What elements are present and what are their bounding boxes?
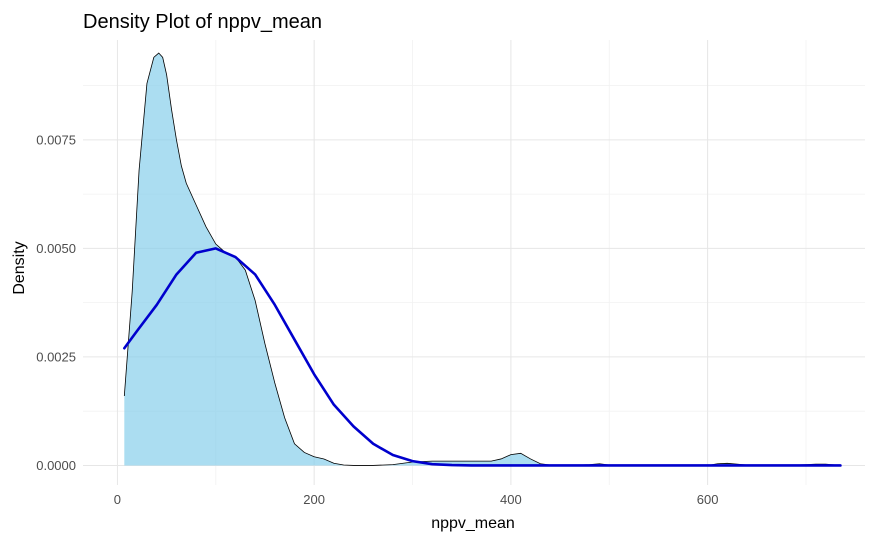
x-axis-ticks: 0 200 400 600	[114, 492, 719, 507]
density-area	[124, 53, 841, 466]
normal-curve-line	[123, 247, 842, 467]
chart-title: Density Plot of nppv_mean	[83, 11, 322, 33]
y-tick-label: 0.0025	[36, 349, 76, 364]
x-tick-label: 200	[303, 492, 325, 507]
y-tick-label: 0.0050	[36, 241, 76, 256]
y-axis-title: Density	[11, 241, 28, 294]
y-tick-label: 0.0000	[36, 458, 76, 473]
y-axis-ticks: 0.0000 0.0025 0.0050 0.0075	[36, 132, 76, 473]
x-axis-title: nppv_mean	[431, 515, 515, 532]
x-tick-label: 0	[114, 492, 121, 507]
plot-marks	[123, 52, 842, 467]
x-tick-label: 400	[500, 492, 522, 507]
y-tick-label: 0.0075	[36, 132, 76, 147]
x-tick-label: 600	[697, 492, 719, 507]
